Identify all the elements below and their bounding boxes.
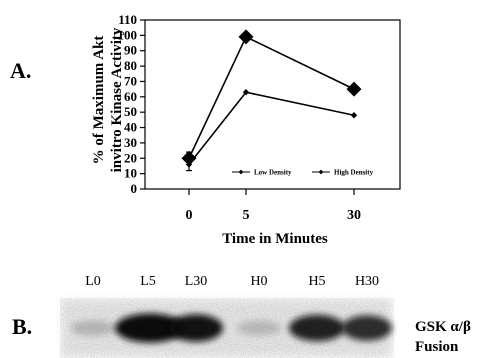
chart-legend: Low Density High Density [232, 169, 374, 177]
x-tick-label: 30 [347, 208, 361, 223]
legend-item: Low Density [232, 169, 292, 177]
lane-label: H30 [355, 274, 379, 289]
lane-label: L5 [140, 274, 156, 289]
y-tick-label: 20 [124, 150, 137, 165]
data-point-high-density [350, 112, 358, 119]
series-markers [181, 29, 362, 168]
y-tick-label: 70 [124, 73, 137, 88]
data-point-high-density [185, 161, 193, 168]
blot-grain [60, 298, 394, 358]
plot-border [144, 19, 401, 190]
legend-item: High Density [312, 169, 374, 177]
data-point-low-density [346, 81, 362, 97]
blot-caption-line-2: Fusion [415, 339, 459, 355]
y-tick-label: 100 [118, 27, 138, 42]
x-tick-label: 0 [186, 208, 193, 223]
blot-caption-line-1: GSK α/β [415, 319, 471, 335]
blot-lane-labels: L0 L5 L30 H0 H5 H30 [85, 274, 379, 289]
data-point-high-density [242, 89, 250, 96]
lane-label: L0 [85, 274, 101, 289]
series-line-high-density [188, 91, 355, 165]
data-point-low-density [181, 150, 197, 166]
data-point-low-density [238, 29, 254, 45]
x-tick-label: 5 [243, 208, 250, 223]
y-tick-label: 110 [118, 12, 137, 27]
y-tick-label: 40 [124, 120, 137, 135]
y-tick-label: 80 [124, 58, 137, 73]
y-tick-label: 60 [124, 89, 137, 104]
lane-label: H0 [250, 274, 267, 289]
y-tick-label: 30 [124, 135, 137, 150]
lane-label: H5 [308, 274, 325, 289]
y-axis-title: % of Maximum Akt invitro Kinase Activity [91, 27, 125, 172]
western-blot: L0 L5 L30 H0 H5 H30 GSK α/β Fusion [60, 274, 471, 358]
y-axis-title-line-2: invitro Kinase Activity [109, 27, 125, 172]
y-tick-label: 10 [124, 166, 137, 181]
legend-label: Low Density [254, 169, 292, 177]
series-lines [188, 35, 355, 165]
x-axis-title: Time in Minutes [222, 231, 328, 247]
y-tick-label: 50 [124, 104, 137, 119]
y-tick-label: 90 [124, 43, 137, 58]
y-tick-label: 0 [131, 181, 138, 196]
panel-a-label: A. [10, 58, 31, 83]
y-axis-title-line-1: % of Maximum Akt [91, 36, 107, 165]
lane-label: L30 [185, 274, 208, 289]
legend-marker [238, 169, 244, 175]
plot-frame [144, 19, 401, 190]
panel-b-label: B. [12, 314, 32, 339]
akt-activity-chart: % of Maximum Akt invitro Kinase Activity… [91, 12, 401, 247]
x-axis-ticks: 0 5 30 [186, 189, 361, 223]
legend-label: High Density [334, 169, 374, 177]
legend-marker [318, 169, 324, 175]
